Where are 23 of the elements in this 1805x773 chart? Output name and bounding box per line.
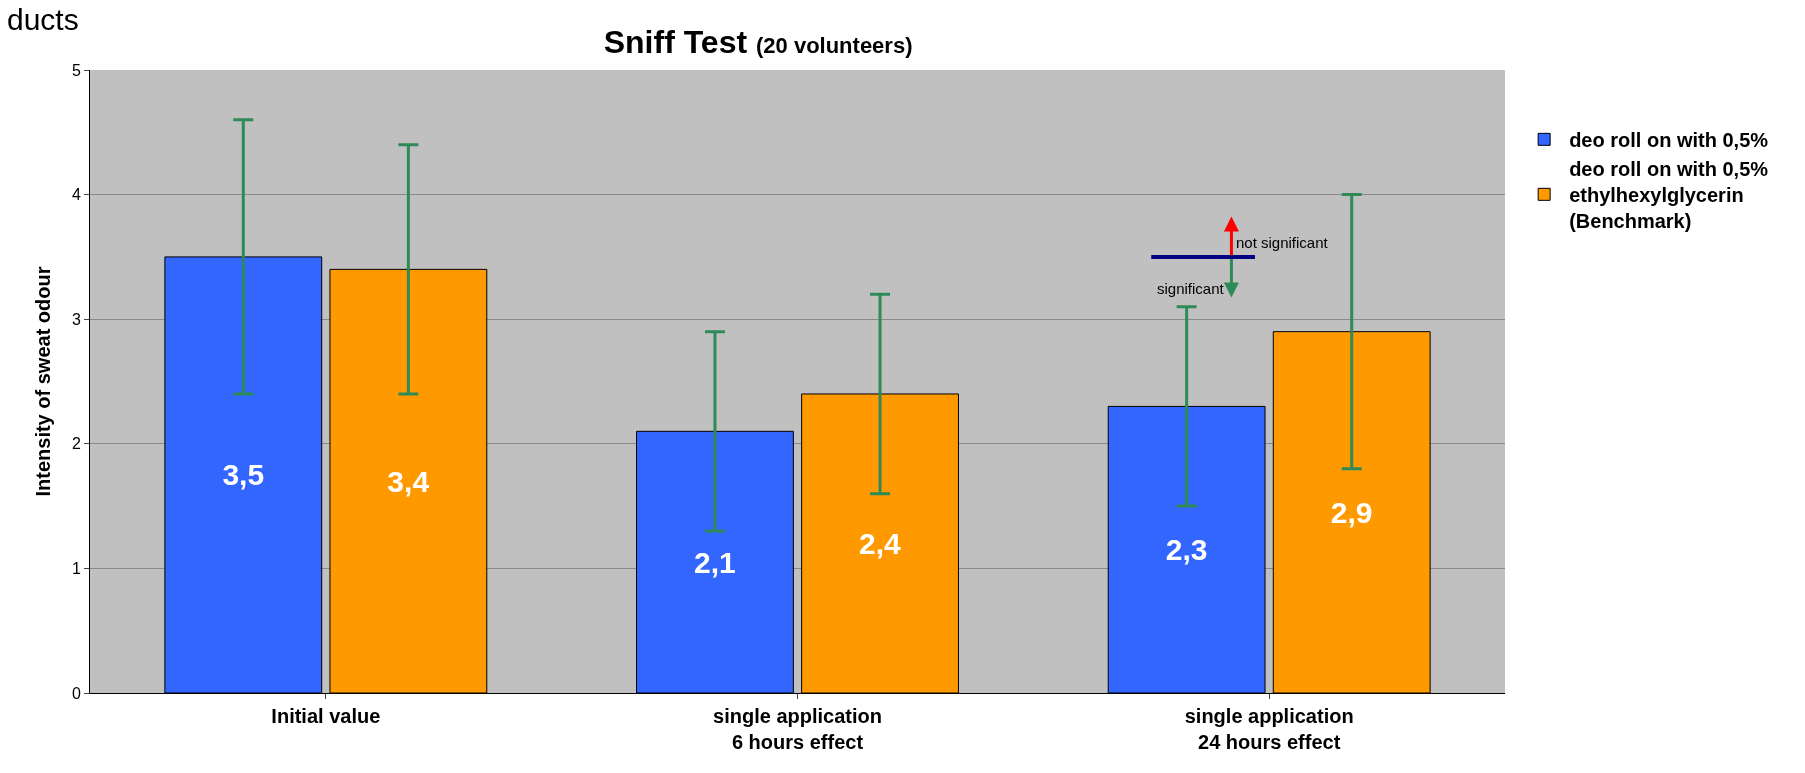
text: ducts	[7, 3, 79, 36]
x-tick-label: single application 24 hours effect	[1184, 705, 1354, 753]
y-tick-label: 0	[71, 684, 81, 702]
legend-label: deo roll on with 0,5% ethylhexylglycerin (Benchmark)	[1569, 158, 1769, 233]
data-label: 2,4	[859, 526, 902, 560]
annotation: significant	[1157, 280, 1225, 297]
x-tick-label: single application 6 hours effect	[713, 705, 882, 753]
data-label: 2,9	[1330, 495, 1373, 529]
chart-subtitle: (20 volunteers)	[756, 33, 913, 59]
x-tick-label: Initial value	[271, 705, 381, 727]
data-label: 2,1	[694, 545, 736, 579]
y-tick-label: 2	[71, 435, 81, 453]
y-tick-label: 4	[71, 186, 81, 204]
y-tick-label: 5	[71, 61, 81, 79]
y-tick-label: 1	[71, 560, 81, 577]
chart-title: Sniff Test	[603, 24, 748, 61]
legend-label: deo roll on with 0,5%	[1569, 129, 1769, 152]
y-axis-title: Intensity of sweat odour	[32, 266, 55, 497]
data-label: 3,5	[222, 458, 265, 492]
data-label: 3,4	[387, 464, 430, 498]
y-tick-label: 3	[71, 310, 81, 328]
data-label: 2,3	[1165, 533, 1208, 567]
annotation: not significant	[1236, 234, 1329, 251]
